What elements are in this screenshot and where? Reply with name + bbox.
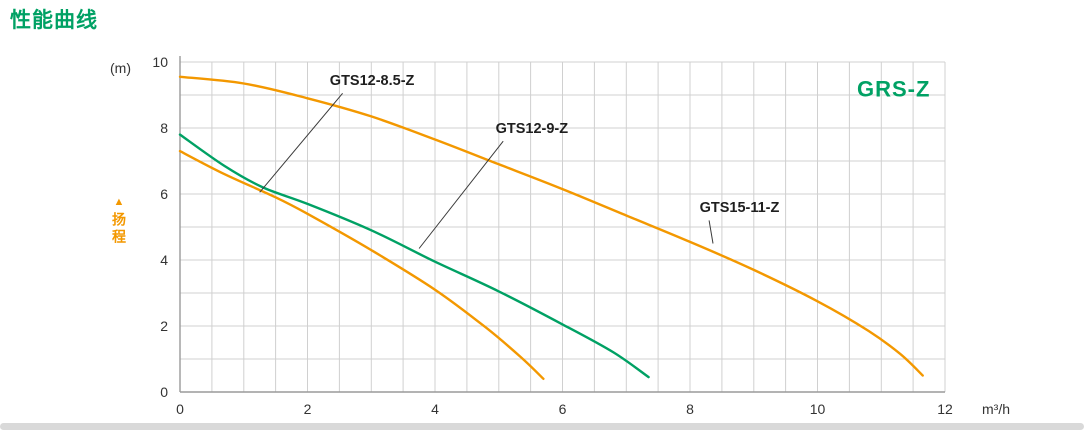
y-axis-name: ▲ 扬程 bbox=[106, 196, 132, 251]
y-tick-label: 0 bbox=[160, 384, 168, 400]
x-tick-label: 12 bbox=[937, 401, 953, 417]
performance-chart: 0 2 4 6 8 10 12 0 2 4 6 8 10 m³/h (m) GTS12-8.5-Z GTS12-… bbox=[0, 40, 1084, 425]
curve-GTS12-9-Z bbox=[178, 133, 650, 379]
x-tick-label: 10 bbox=[810, 401, 826, 417]
y-tick-label: 4 bbox=[160, 252, 168, 268]
x-unit-label: m³/h bbox=[982, 401, 1010, 417]
x-tick-label: 0 bbox=[176, 401, 184, 417]
up-arrow-icon: ▲ bbox=[113, 196, 125, 208]
series-family-label: GRS-Z bbox=[857, 77, 930, 102]
page-title: 性能曲线 bbox=[10, 9, 98, 32]
y-tick-label: 10 bbox=[152, 54, 168, 70]
curve-GTS12-8.5-Z bbox=[178, 149, 545, 380]
curve-label-GTS12-8.5-Z: GTS12-8.5-Z bbox=[330, 73, 415, 89]
curve-label-GTS15-11-Z: GTS15-11-Z bbox=[700, 200, 780, 216]
x-tick-label: 4 bbox=[431, 401, 439, 417]
x-tick-label: 2 bbox=[304, 401, 312, 417]
annotation-leader-line bbox=[259, 92, 343, 193]
y-tick-label: 2 bbox=[160, 318, 168, 334]
curve-GTS15-11-Z bbox=[178, 75, 924, 377]
x-tick-label: 6 bbox=[559, 401, 567, 417]
y-tick-label: 6 bbox=[160, 186, 168, 202]
annotation-leader-line bbox=[708, 220, 714, 244]
performance-chart-svg: 0 2 4 6 8 10 12 0 2 4 6 8 10 m³/h (m) GTS12-8.5-Z GTS12-… bbox=[110, 54, 1010, 417]
y-tick-label: 8 bbox=[160, 120, 168, 136]
x-tick-label: 8 bbox=[686, 401, 694, 417]
annotation-leader-line bbox=[418, 140, 504, 249]
bottom-divider-bar bbox=[0, 423, 1084, 430]
curve-label-GTS12-9-Z: GTS12-9-Z bbox=[496, 121, 569, 137]
y-axis-name-text: 扬程 bbox=[111, 212, 127, 246]
y-unit-label: (m) bbox=[110, 60, 131, 76]
